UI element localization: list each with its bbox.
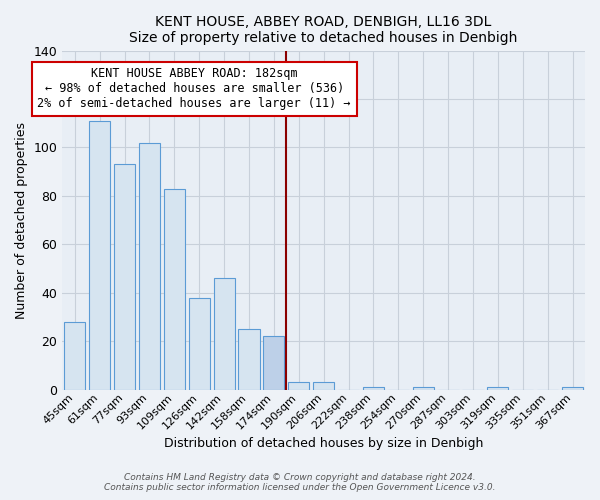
X-axis label: Distribution of detached houses by size in Denbigh: Distribution of detached houses by size … xyxy=(164,437,484,450)
Bar xyxy=(263,336,284,390)
Title: KENT HOUSE, ABBEY ROAD, DENBIGH, LL16 3DL
Size of property relative to detached : KENT HOUSE, ABBEY ROAD, DENBIGH, LL16 3D… xyxy=(130,15,518,45)
Bar xyxy=(313,382,334,390)
Bar xyxy=(188,298,210,390)
Bar xyxy=(214,278,235,390)
Text: Contains HM Land Registry data © Crown copyright and database right 2024.
Contai: Contains HM Land Registry data © Crown c… xyxy=(104,473,496,492)
Bar xyxy=(139,142,160,390)
Bar xyxy=(89,121,110,390)
Bar xyxy=(64,322,85,390)
Bar xyxy=(114,164,135,390)
Bar xyxy=(562,388,583,390)
Bar xyxy=(487,388,508,390)
Y-axis label: Number of detached properties: Number of detached properties xyxy=(15,122,28,318)
Text: KENT HOUSE ABBEY ROAD: 182sqm
← 98% of detached houses are smaller (536)
2% of s: KENT HOUSE ABBEY ROAD: 182sqm ← 98% of d… xyxy=(37,68,351,110)
Bar xyxy=(164,188,185,390)
Bar xyxy=(363,388,384,390)
Bar xyxy=(288,382,310,390)
Bar xyxy=(238,329,260,390)
Bar xyxy=(413,388,434,390)
